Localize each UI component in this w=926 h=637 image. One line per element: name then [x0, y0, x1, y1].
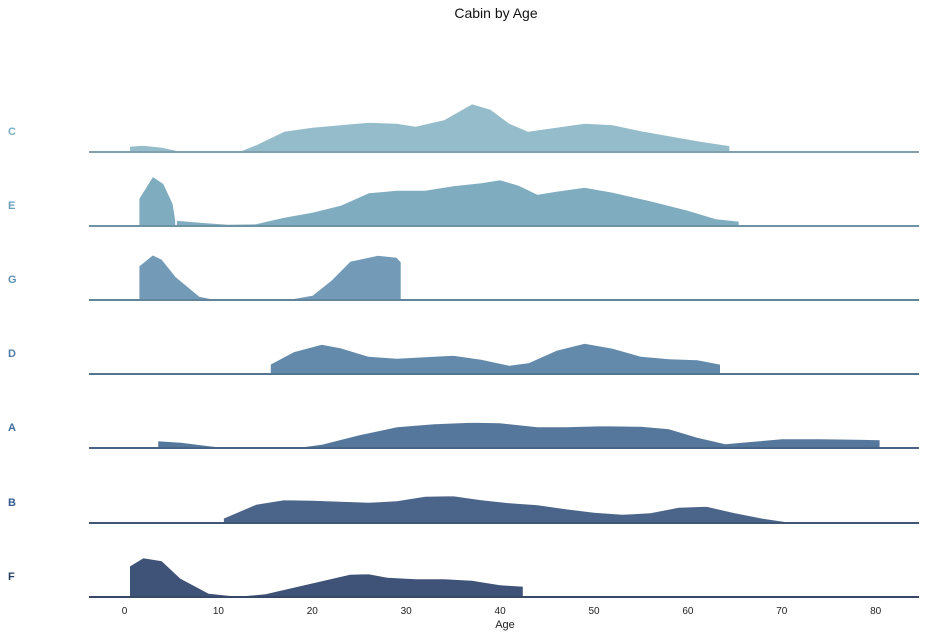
- ridge-C: C: [8, 102, 919, 153]
- density-area-D: [269, 342, 722, 375]
- x-tick-label: 0: [122, 606, 128, 617]
- density-area-G: [137, 253, 403, 301]
- x-tick-label: 60: [682, 606, 694, 617]
- row-label-F: F: [8, 571, 15, 583]
- ridge-A: A: [8, 421, 919, 449]
- row-label-G: G: [8, 274, 17, 286]
- x-axis-ticks: 0 10 20 30 40 50 60 70 80: [122, 606, 882, 617]
- row-label-A: A: [8, 422, 16, 434]
- ridge-G: G: [8, 253, 919, 301]
- ridge-F: F: [8, 556, 919, 598]
- row-label-C: C: [8, 126, 16, 138]
- row-label-B: B: [8, 497, 16, 509]
- chart-title: Cabin by Age: [454, 5, 537, 21]
- x-tick-label: 20: [307, 606, 319, 617]
- density-area-F: [128, 556, 525, 598]
- x-tick-label: 70: [776, 606, 788, 617]
- ridge-E: E: [8, 175, 919, 227]
- density-area-E-2: [175, 178, 741, 227]
- x-tick-label: 30: [401, 606, 413, 617]
- x-tick-label: 10: [213, 606, 225, 617]
- x-axis-label: Age: [495, 619, 515, 631]
- ridges-group: C E G D A B F: [8, 102, 919, 598]
- row-label-E: E: [8, 200, 15, 212]
- row-label-D: D: [8, 348, 16, 360]
- ridge-D: D: [8, 342, 919, 375]
- density-area-C: [128, 102, 731, 153]
- x-tick-label: 40: [495, 606, 507, 617]
- ridge-B: B: [8, 494, 919, 524]
- x-tick-label: 50: [588, 606, 600, 617]
- density-area-E-1: [137, 175, 177, 227]
- x-tick-label: 80: [870, 606, 882, 617]
- density-area-A: [156, 421, 882, 449]
- density-area-B: [222, 494, 788, 524]
